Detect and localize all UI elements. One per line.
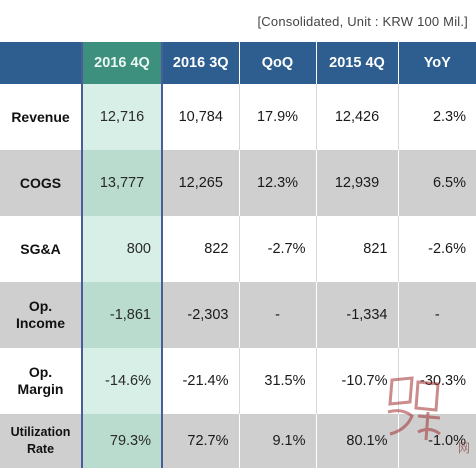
table-cell: 2.3% — [397, 84, 476, 150]
table-row-utilization-rate: Utilization Rate 79.3% 72.7% 9.1% 80.1% -… — [0, 414, 476, 468]
table-row-cogs: COGS 13,777 12,265 12.3% 12,939 6.5% — [0, 150, 476, 216]
row-label-text: SG&A — [20, 240, 61, 257]
table-cell: 12,265 — [161, 150, 239, 216]
stamp-watermark-icon — [387, 376, 441, 441]
col-header-2015-4q: 2015 4Q — [315, 42, 398, 84]
row-label-text: Margin — [17, 381, 64, 397]
col-header-qoq: QoQ — [238, 42, 316, 84]
table-cell: 12,426 — [315, 84, 398, 150]
table-cell: -2,303 — [161, 282, 239, 348]
table-cell: -2.7% — [238, 216, 316, 282]
table-cell: -14.6% — [81, 348, 163, 414]
table-cell: 79.3% — [81, 414, 163, 468]
row-label: Op. Income — [0, 282, 82, 348]
table-cell: 80.1% — [315, 414, 398, 468]
table-row-op-margin: Op. Margin -14.6% -21.4% 31.5% -10.7% -30… — [0, 348, 476, 414]
table-cell: 31.5% — [238, 348, 316, 414]
table-cell: 821 — [315, 216, 398, 282]
header-row: 2016 4Q 2016 3Q QoQ 2015 4Q YoY — [0, 42, 476, 84]
table-cell: 17.9% — [238, 84, 316, 150]
unit-note: [Consolidated, Unit : KRW 100 Mil.] — [257, 14, 468, 29]
row-label-text: Op. — [28, 364, 53, 380]
table-cell: -1.0% — [397, 414, 476, 468]
col-header-2016-4q: 2016 4Q — [81, 42, 163, 84]
table-row-sga: SG&A 800 822 -2.7% 821 -2.6% — [0, 216, 476, 282]
row-label-text: Revenue — [11, 108, 70, 125]
table-cell: -10.7% — [315, 348, 398, 414]
table-cell: - — [397, 282, 476, 348]
row-label: SG&A — [0, 216, 82, 282]
row-label-text: Utilization — [10, 425, 71, 439]
row-label: Utilization Rate — [0, 414, 82, 468]
row-label: Op. Margin — [0, 348, 82, 414]
table-cell: -21.4% — [161, 348, 239, 414]
table-cell: 72.7% — [161, 414, 239, 468]
row-label: COGS — [0, 150, 82, 216]
table-cell: 822 — [161, 216, 239, 282]
table-cell: 12.3% — [238, 150, 316, 216]
col-header-2016-3q: 2016 3Q — [161, 42, 239, 84]
watermark-text: 网 — [457, 441, 470, 455]
row-label-text: Op. — [28, 298, 53, 314]
table-row-op-income: Op. Income -1,861 -2,303 - -1,334 - — [0, 282, 476, 348]
table-cell: 12,939 — [315, 150, 398, 216]
table-cell: -2.6% — [397, 216, 476, 282]
row-label: Revenue — [0, 84, 82, 150]
table-cell: - — [238, 282, 316, 348]
table-cell: 6.5% — [397, 150, 476, 216]
table-cell: 10,784 — [161, 84, 239, 150]
table-row-revenue: Revenue 12,716 10,784 17.9% 12,426 2.3% — [0, 84, 476, 150]
financial-table: 2016 4Q 2016 3Q QoQ 2015 4Q YoY Revenue … — [0, 42, 476, 468]
col-header-yoy: YoY — [397, 42, 476, 84]
table-cell: 12,716 — [81, 84, 163, 150]
row-label-text: Income — [15, 315, 65, 331]
table-cell: -1,334 — [315, 282, 398, 348]
table-cell: -1,861 — [81, 282, 163, 348]
table-cell: 13,777 — [81, 150, 163, 216]
row-label-text: COGS — [19, 174, 62, 191]
table-cell: 9.1% — [238, 414, 316, 468]
header-corner — [0, 42, 82, 84]
table-cell: 800 — [81, 216, 163, 282]
row-label-text: Rate — [26, 442, 55, 456]
